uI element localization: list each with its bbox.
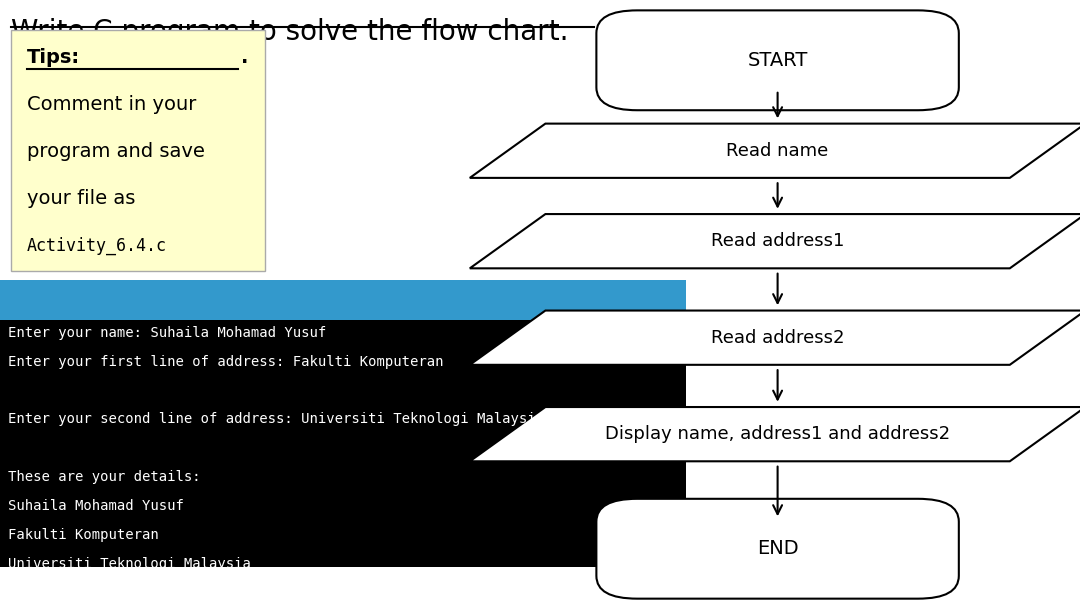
Text: Activity_6.4.c: Activity_6.4.c — [27, 236, 167, 254]
Text: Write C program to solve the flow chart.: Write C program to solve the flow chart. — [11, 18, 568, 46]
FancyBboxPatch shape — [596, 10, 959, 110]
FancyBboxPatch shape — [0, 280, 686, 320]
Text: These are your details:: These are your details: — [8, 470, 200, 484]
Polygon shape — [470, 124, 1080, 178]
Text: Read address2: Read address2 — [711, 329, 845, 347]
Text: Universiti Teknologi Malaysia: Universiti Teknologi Malaysia — [8, 557, 251, 571]
Text: Display name, address1 and address2: Display name, address1 and address2 — [605, 425, 950, 443]
FancyBboxPatch shape — [0, 320, 686, 567]
Text: Suhaila Mohamad Yusuf: Suhaila Mohamad Yusuf — [8, 499, 184, 513]
Text: Enter your first line of address: Fakulti Komputeran: Enter your first line of address: Fakult… — [8, 355, 443, 368]
Text: Tips:: Tips: — [27, 48, 80, 68]
Text: Read name: Read name — [727, 142, 828, 160]
Text: Comment in your: Comment in your — [27, 95, 197, 115]
Text: END: END — [757, 539, 798, 558]
Text: your file as: your file as — [27, 189, 135, 209]
Polygon shape — [470, 311, 1080, 365]
Text: program and save: program and save — [27, 142, 205, 162]
Text: Fakulti Komputeran: Fakulti Komputeran — [8, 528, 159, 542]
Polygon shape — [470, 214, 1080, 268]
Text: .: . — [241, 48, 248, 68]
Text: Read address1: Read address1 — [711, 232, 845, 250]
FancyBboxPatch shape — [11, 30, 265, 271]
Text: START: START — [747, 51, 808, 70]
Polygon shape — [470, 407, 1080, 461]
Text: Enter your name: Suhaila Mohamad Yusuf: Enter your name: Suhaila Mohamad Yusuf — [8, 326, 326, 339]
FancyBboxPatch shape — [596, 499, 959, 599]
Text: Enter your second line of address: Universiti Teknologi Malaysia: Enter your second line of address: Unive… — [8, 412, 543, 426]
